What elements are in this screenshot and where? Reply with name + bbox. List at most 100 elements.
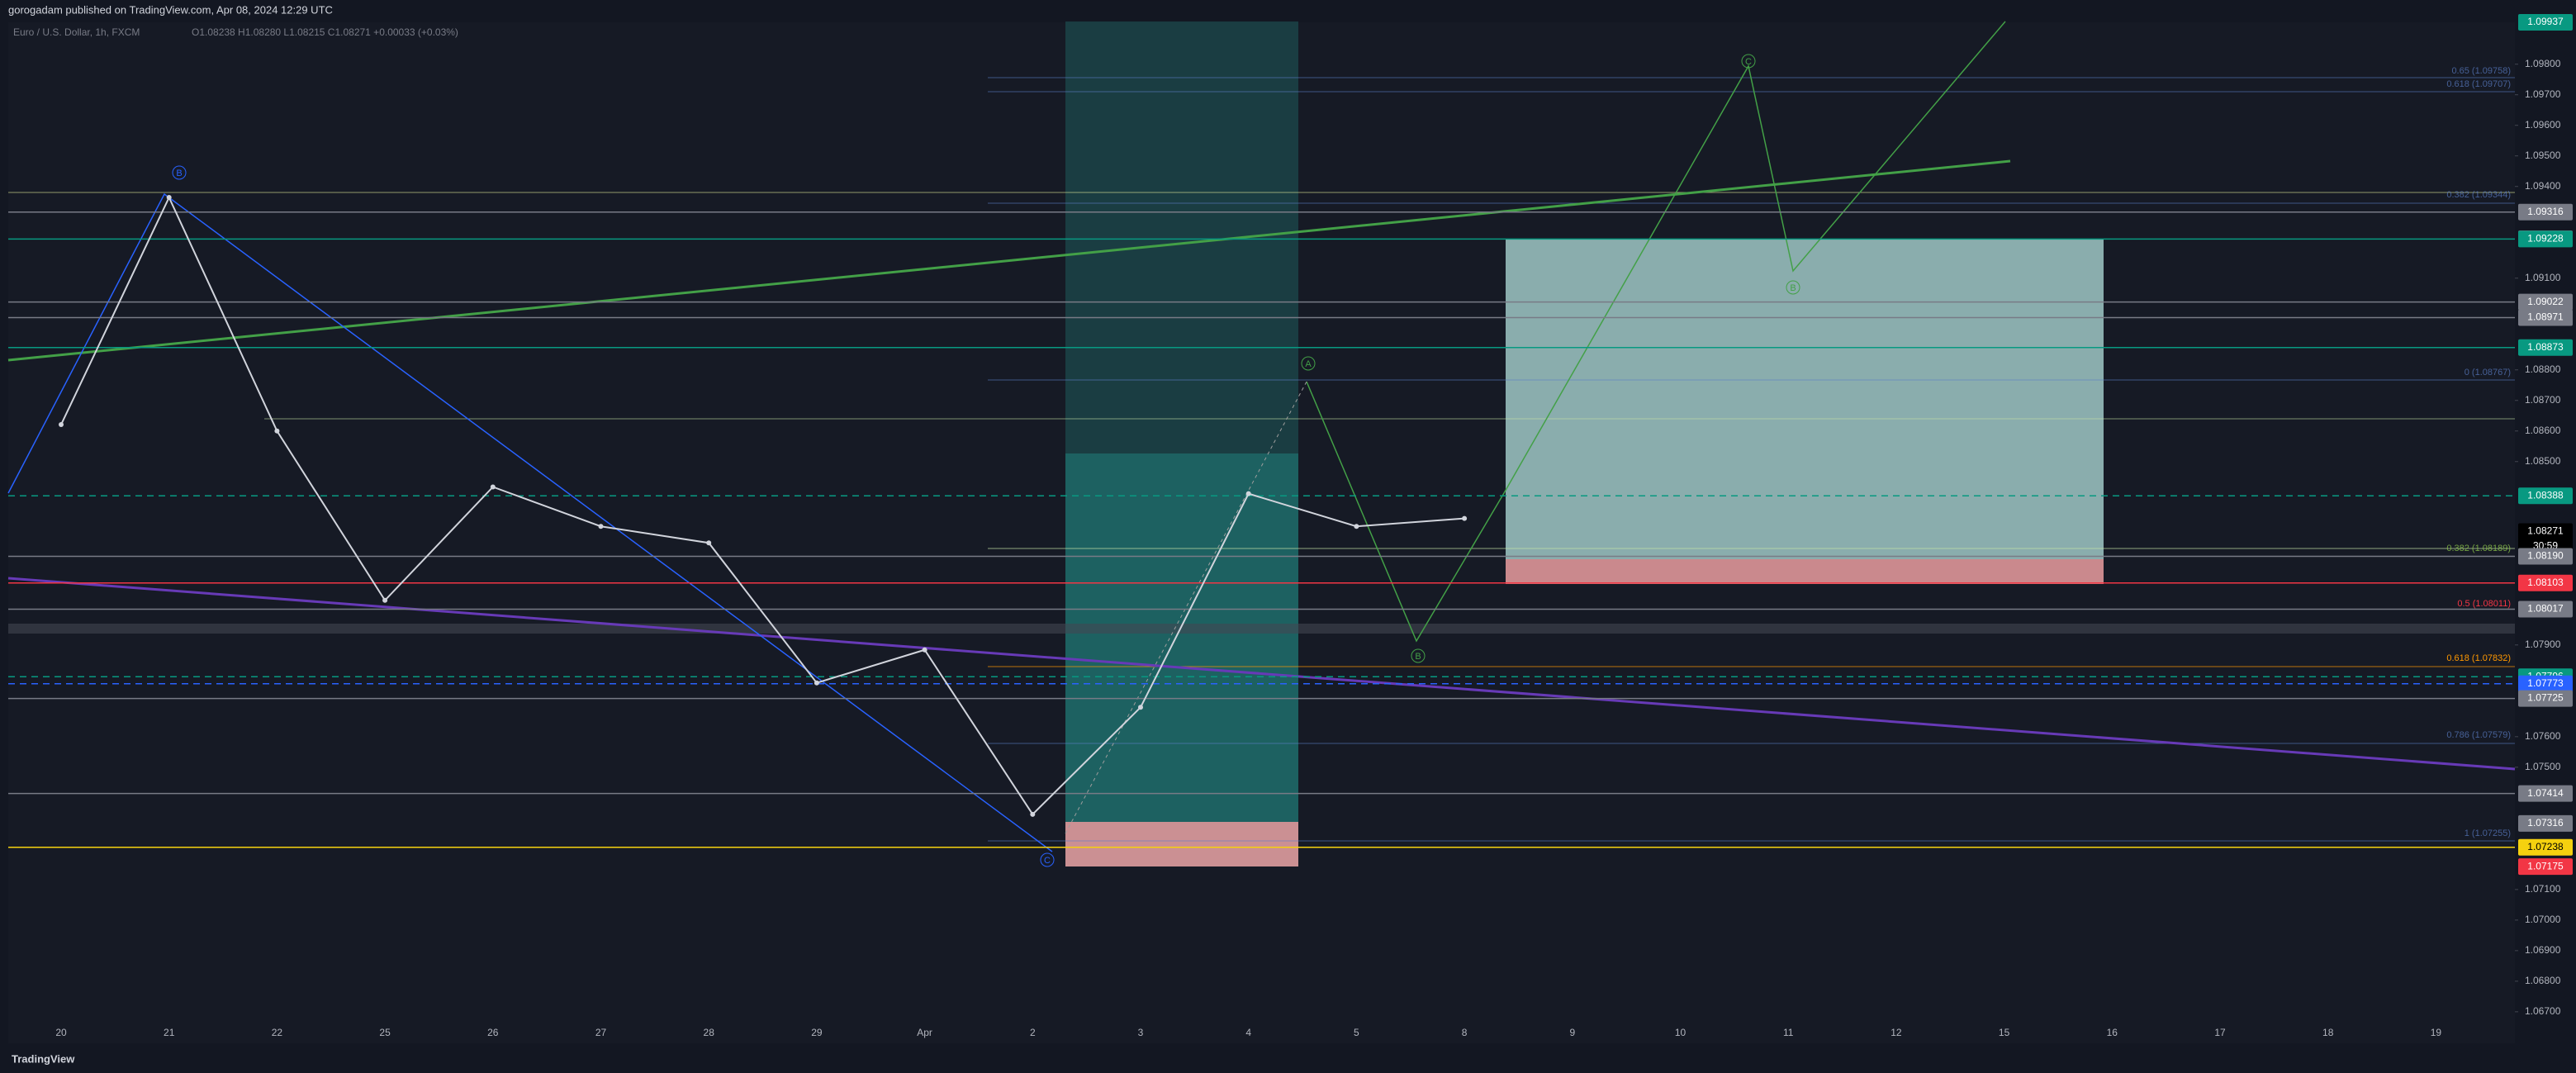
price-badge-label: 1.09022 xyxy=(2527,296,2564,307)
wave-label: B xyxy=(1790,283,1796,293)
price-badge xyxy=(2518,814,2573,832)
fib-label: 0.382 (1.08189) xyxy=(2446,544,2511,553)
x-tick-label: 8 xyxy=(1462,1027,1468,1038)
x-tick-label: 3 xyxy=(1138,1027,1144,1038)
price-badge xyxy=(2518,675,2573,692)
x-tick-label: Apr xyxy=(917,1027,932,1038)
price-point xyxy=(166,195,172,201)
price-badge-label: 1.09228 xyxy=(2527,233,2564,245)
fib-label: 0.65 (1.09758) xyxy=(2451,66,2511,76)
price-badge-label: 1.08873 xyxy=(2527,341,2564,353)
x-tick-label: 26 xyxy=(487,1027,499,1038)
symbol-text: Euro / U.S. Dollar, 1h, FXCM xyxy=(13,26,140,38)
footer-brand: TradingView xyxy=(12,1052,75,1065)
price-badge-label: 1.08388 xyxy=(2527,489,2564,501)
price-badge-label: 1.08190 xyxy=(2527,550,2564,562)
wave-label: C xyxy=(1745,57,1752,67)
x-tick-label: 11 xyxy=(1783,1027,1794,1038)
wave-line xyxy=(7,192,1053,852)
price-point xyxy=(706,540,712,546)
x-tick-label: 5 xyxy=(1354,1027,1359,1038)
x-tick-label: 27 xyxy=(595,1027,607,1038)
wave-label: B xyxy=(1415,652,1421,662)
fib-label: 0.786 (1.07579) xyxy=(2446,730,2511,740)
price-badge xyxy=(2518,690,2573,707)
wave-circle xyxy=(1786,280,1800,295)
x-tick-label: 19 xyxy=(2431,1027,2442,1038)
price-badge-label: 1.07414 xyxy=(2527,787,2564,799)
long-position-stop xyxy=(1065,822,1298,866)
price-badge-label: 1.07238 xyxy=(2527,841,2564,852)
wave-circle xyxy=(172,165,187,180)
trend-line xyxy=(7,159,2011,362)
y-tick-label: 1.09700 xyxy=(2525,88,2561,100)
long-position-target xyxy=(1065,21,1298,866)
price-point xyxy=(922,647,927,653)
price-point xyxy=(1245,491,1251,496)
wave-circle xyxy=(1411,648,1426,663)
x-tick-label: 18 xyxy=(2322,1027,2334,1038)
y-tick-label: 1.08500 xyxy=(2525,455,2561,467)
x-tick-label: 10 xyxy=(1675,1027,1686,1038)
long-position-fill xyxy=(1065,453,1298,822)
fib-label: 0.618 (1.07832) xyxy=(2446,653,2511,663)
fib-label: 0.382 (1.09344) xyxy=(2446,190,2511,200)
wave-circle xyxy=(1741,54,1756,69)
price-badge-label: 1.07773 xyxy=(2527,677,2564,689)
y-tick-label: 1.07500 xyxy=(2525,761,2561,772)
wave-labels: B C A B C B xyxy=(172,54,1800,867)
fib-label: 0.618 (1.09707) xyxy=(2446,79,2511,89)
fib-label: 1 (1.07255) xyxy=(2465,828,2511,838)
y-tick-label: 1.07100 xyxy=(2525,883,2561,895)
y-tick-label: 1.07600 xyxy=(2525,730,2561,742)
price-badge-label: 1.09316 xyxy=(2527,206,2564,217)
price-badge xyxy=(2518,309,2573,326)
x-tick-label: 22 xyxy=(272,1027,283,1038)
price-badge-label: 1.07725 xyxy=(2527,692,2564,704)
x-tick-label: 16 xyxy=(2107,1027,2118,1038)
price-point xyxy=(598,524,604,529)
fib-label: 0.5 (1.08011) xyxy=(2457,599,2511,609)
x-tick-label: 2 xyxy=(1030,1027,1036,1038)
y-tick-label: 1.06700 xyxy=(2525,1005,2561,1017)
price-badge xyxy=(2518,548,2573,565)
trend-line xyxy=(7,577,2516,771)
price-line xyxy=(60,195,1465,816)
price-point xyxy=(1354,524,1359,529)
y-tick-label: 1.06900 xyxy=(2525,944,2561,956)
projected-stop-box xyxy=(1506,559,2104,584)
price-badge-label: 1.07175 xyxy=(2527,860,2564,871)
price-badge xyxy=(2518,203,2573,221)
price-badge xyxy=(2518,14,2573,31)
price-point xyxy=(59,421,64,427)
price-point xyxy=(382,597,388,603)
footer-bar xyxy=(0,1045,2576,1073)
price-point xyxy=(274,428,280,434)
y-tick-label: 1.09400 xyxy=(2525,180,2561,192)
y-tick-label: 1.09800 xyxy=(2525,58,2561,69)
price-point xyxy=(490,484,496,490)
x-tick-label: 4 xyxy=(1245,1027,1251,1038)
y-tick-label: 1.07000 xyxy=(2525,914,2561,925)
wave-circle xyxy=(1301,356,1316,371)
ohlc-text: O1.08238 H1.08280 L1.08215 C1.08271 +0.0… xyxy=(192,26,458,38)
y-tick-label: 1.08700 xyxy=(2525,394,2561,406)
price-badge xyxy=(2518,574,2573,591)
price-point xyxy=(1030,811,1036,817)
price-badge xyxy=(2518,858,2573,876)
wave-label: B xyxy=(176,169,182,178)
y-tick-label: 1.09500 xyxy=(2525,150,2561,161)
price-badge xyxy=(2518,293,2573,311)
x-tick-label: 17 xyxy=(2214,1027,2226,1038)
price-badge xyxy=(2518,339,2573,356)
drawings xyxy=(7,21,2516,866)
price-badge-label: 1.07316 xyxy=(2527,817,2564,828)
price-badge xyxy=(2518,601,2573,618)
x-tick-label: 25 xyxy=(379,1027,391,1038)
y-tick-label: 1.09100 xyxy=(2525,272,2561,283)
fib-labels: 0.65 (1.09758) 0.618 (1.09707) 0.382 (1.… xyxy=(2446,66,2511,838)
wave-label: C xyxy=(1044,856,1051,866)
price-badge xyxy=(2518,523,2573,555)
